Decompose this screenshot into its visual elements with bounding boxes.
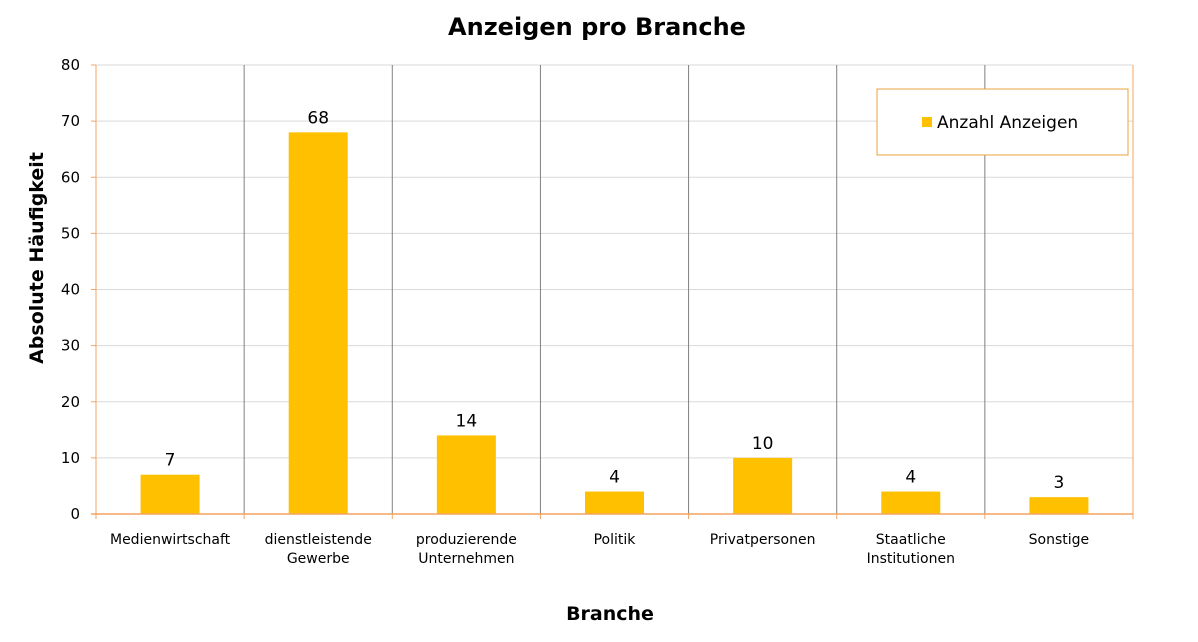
bar xyxy=(436,435,496,514)
y-tick-labels: 0 10 20 30 40 50 60 70 80 xyxy=(61,56,80,523)
y-axis-title: Absolute Häufigkeit xyxy=(26,152,48,364)
y-tick-label: 20 xyxy=(61,393,80,411)
gridlines xyxy=(96,64,1133,514)
data-label: 14 xyxy=(456,411,478,431)
x-category-label: Gewerbe xyxy=(287,551,350,567)
bar xyxy=(140,474,200,514)
x-category-label: Institutionen xyxy=(867,551,955,567)
bar xyxy=(733,457,793,514)
y-tick-label: 40 xyxy=(61,281,80,299)
x-category-label: dienstleistende xyxy=(265,532,372,548)
bar xyxy=(288,132,348,514)
x-category-label: Unternehmen xyxy=(418,551,514,567)
x-category-label: Medienwirtschaft xyxy=(110,532,231,548)
y-tick-label: 10 xyxy=(61,449,80,467)
x-category-label: Staatliche xyxy=(876,532,946,548)
bars xyxy=(140,132,1089,514)
y-tick-label: 30 xyxy=(61,337,80,355)
x-category-labels: Medienwirtschaft dienstleistende Gewerbe pr… xyxy=(110,532,1089,567)
x-category-label: Politik xyxy=(594,532,637,548)
data-label: 4 xyxy=(905,468,916,488)
chart-title: Anzeigen pro Branche xyxy=(448,13,746,41)
x-category-label: Sonstige xyxy=(1029,532,1090,548)
data-label: 3 xyxy=(1054,473,1065,493)
bar xyxy=(585,491,644,514)
legend-label: Anzahl Anzeigen xyxy=(937,113,1078,133)
y-tick-label: 60 xyxy=(61,168,80,186)
y-tick-label: 50 xyxy=(61,224,80,242)
bar xyxy=(1029,497,1089,514)
y-tick-label: 0 xyxy=(70,505,80,523)
data-label: 10 xyxy=(752,434,774,454)
x-category-label: produzierende xyxy=(416,532,517,548)
axes xyxy=(91,64,1134,519)
data-labels: 7 68 14 4 10 4 3 xyxy=(165,108,1065,493)
y-tick-label: 70 xyxy=(61,112,80,130)
x-category-label: Privatpersonen xyxy=(710,532,816,548)
y-tick-label: 80 xyxy=(61,56,80,74)
legend-box xyxy=(876,88,1129,156)
x-axis-title: Branche xyxy=(566,603,654,625)
legend-swatch xyxy=(922,117,932,127)
data-label: 68 xyxy=(307,108,329,128)
data-label: 7 xyxy=(165,451,176,471)
legend: Anzahl Anzeigen xyxy=(876,88,1129,156)
bar xyxy=(881,491,941,514)
data-label: 4 xyxy=(609,468,620,488)
